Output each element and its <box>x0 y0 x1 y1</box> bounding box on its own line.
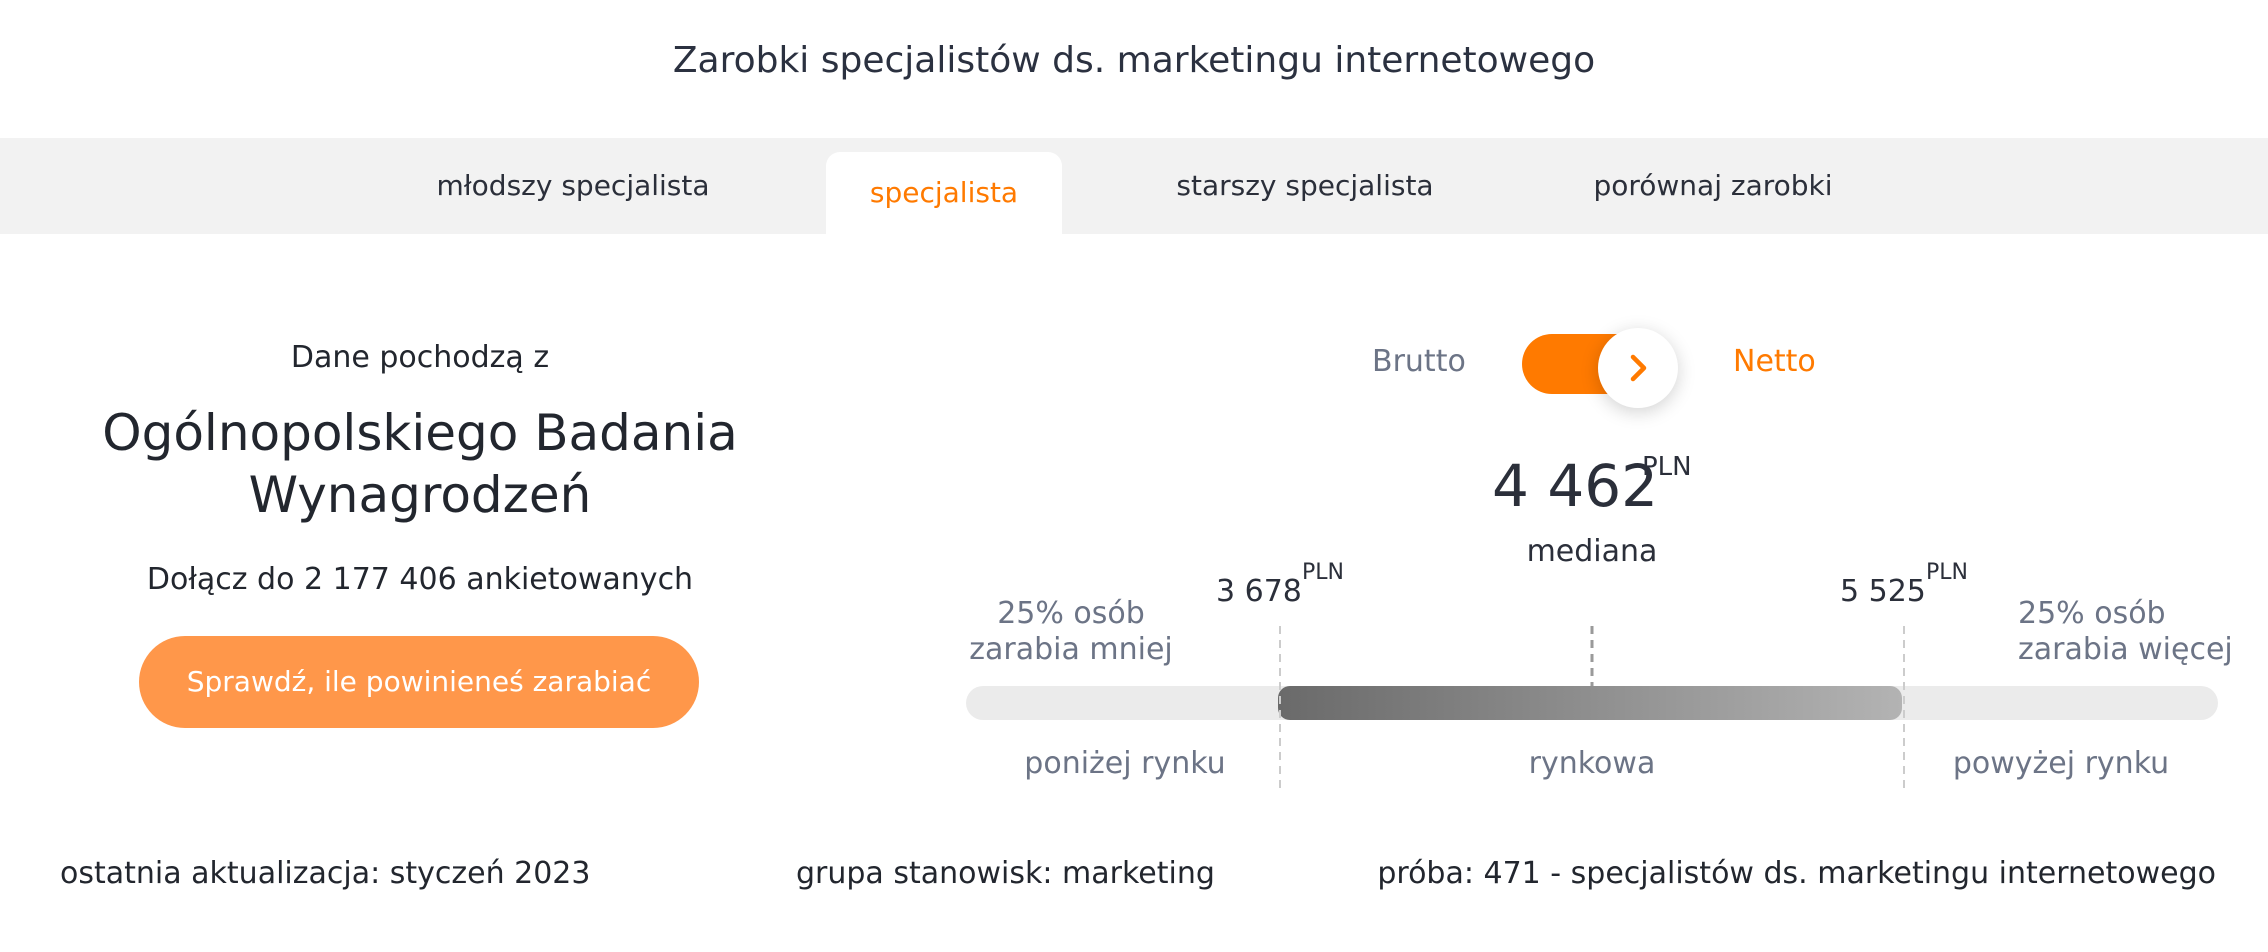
median-unit: PLN <box>1642 452 1692 482</box>
q1-unit: PLN <box>1302 560 1344 585</box>
last-update: ostatnia aktualizacja: styczeń 2023 <box>60 856 591 891</box>
below-quartile-note: 25% osób zarabia mniej <box>969 596 1173 667</box>
tab-mlodszy-specjalista[interactable]: młodszy specjalista <box>436 169 710 202</box>
source-name: Ogólnopolskiego Badania Wynagrodzeń <box>102 404 738 524</box>
above-quartile-note: 25% osób zarabia więcej <box>2018 596 2233 667</box>
q1-value: 3 678 <box>1216 574 1302 609</box>
range-below-market: poniżej rynku <box>1024 746 1226 781</box>
q3-value: 5 525 <box>1840 574 1926 609</box>
page-title: Zarobki specjalistów ds. marketingu inte… <box>672 40 1596 81</box>
toggle-knob[interactable] <box>1598 328 1678 408</box>
netto-label[interactable]: Netto <box>1733 344 1816 379</box>
brutto-netto-toggle[interactable] <box>1522 328 1678 408</box>
job-group: grupa stanowisk: marketing <box>796 856 1215 891</box>
chevron-right-icon <box>1630 354 1647 382</box>
tab-porownaj-zarobki[interactable]: porównaj zarobki <box>1593 169 1833 202</box>
brutto-label[interactable]: Brutto <box>1372 344 1466 379</box>
check-salary-button[interactable]: Sprawdź, ile powinieneś zarabiać <box>139 636 699 728</box>
source-intro: Dane pochodzą z <box>290 340 550 375</box>
range-market: rynkowa <box>1528 746 1656 781</box>
sample-size: próba: 471 - specjalistów ds. marketingu… <box>1377 856 2216 891</box>
range-above-market: powyżej rynku <box>1952 746 2170 781</box>
median-label: mediana <box>1526 534 1658 569</box>
tab-starszy-specjalista[interactable]: starszy specjalista <box>1176 169 1434 202</box>
q3-unit: PLN <box>1926 560 1968 585</box>
join-text: Dołącz do 2 177 406 ankietowanych <box>146 562 694 597</box>
tabs-bar: młodszy specjalista specjalista starszy … <box>0 138 2268 234</box>
median-value: 4 462 <box>1492 452 1659 520</box>
market-range-bar <box>1278 686 1902 720</box>
tab-specjalista[interactable]: specjalista <box>826 152 1062 234</box>
salary-scale <box>966 626 2218 788</box>
